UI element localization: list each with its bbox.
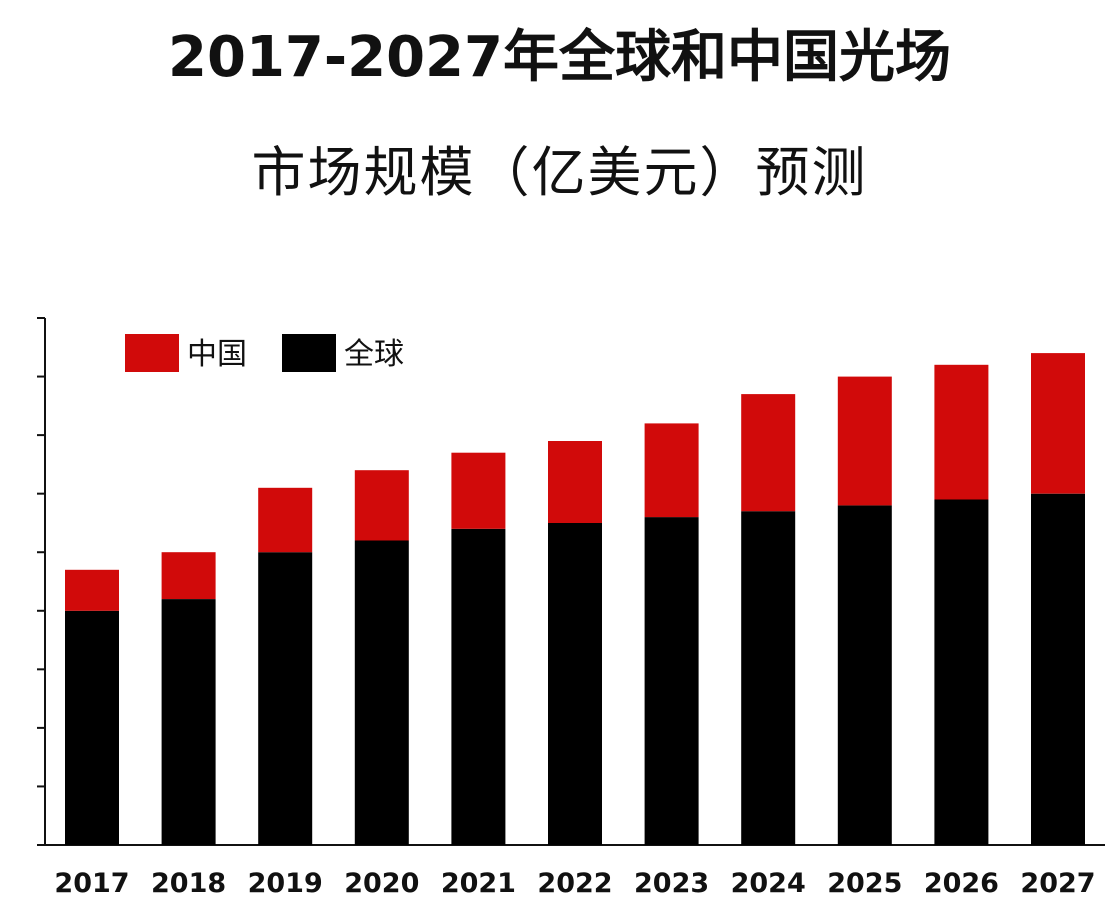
bar-global-2017 xyxy=(65,610,119,845)
legend-swatch-global xyxy=(282,334,336,372)
bar-china-2017 xyxy=(65,569,119,611)
bar-china-2021 xyxy=(451,452,506,529)
x-tick-label-2027: 2027 xyxy=(1020,868,1095,898)
x-tick-label-2018: 2018 xyxy=(151,868,226,898)
bar-global-2023 xyxy=(644,517,699,845)
bar-china-2026 xyxy=(934,364,989,500)
x-tick-label-2020: 2020 xyxy=(344,868,419,898)
x-tick-label-2025: 2025 xyxy=(827,868,902,898)
x-tick-label-2022: 2022 xyxy=(537,868,612,898)
x-tick-label-2024: 2024 xyxy=(731,868,806,898)
bar-global-2026 xyxy=(934,499,989,845)
bar-global-2024 xyxy=(741,511,796,845)
bar-china-2023 xyxy=(644,423,699,518)
chart-title-line-2: 市场规模（亿美元）预测 xyxy=(251,141,868,204)
bar-china-2020 xyxy=(354,470,409,541)
bar-group xyxy=(65,353,1085,845)
bar-global-2019 xyxy=(258,552,313,845)
bar-china-2027 xyxy=(1031,353,1085,494)
x-axis-labels: 2017 2018 2019 2020 2021 2022 2023 2024 2025 2026… xyxy=(54,868,1095,898)
x-tick-label-2017: 2017 xyxy=(54,868,129,898)
legend: 中国 全球 xyxy=(125,334,404,372)
legend-label-global: 全球 xyxy=(344,337,404,372)
bar-china-2018 xyxy=(161,552,216,599)
x-tick-label-2021: 2021 xyxy=(441,868,516,898)
bar-global-2020 xyxy=(354,540,409,845)
x-tick-label-2026: 2026 xyxy=(924,868,999,898)
bar-global-2027 xyxy=(1031,493,1085,845)
x-tick-label-2019: 2019 xyxy=(248,868,323,898)
bar-china-2019 xyxy=(258,487,313,553)
bar-global-2018 xyxy=(161,599,216,845)
bar-global-2025 xyxy=(837,505,892,845)
chart-title-line-1: 2017-2027年全球和中国光场 xyxy=(168,25,951,90)
x-tick-label-2023: 2023 xyxy=(634,868,709,898)
legend-swatch-china xyxy=(125,334,179,372)
bar-china-2025 xyxy=(837,376,892,506)
bar-global-2022 xyxy=(548,522,602,845)
bar-china-2022 xyxy=(548,441,602,523)
legend-label-china: 中国 xyxy=(187,337,247,372)
bar-global-2021 xyxy=(451,528,506,845)
bar-china-2024 xyxy=(741,394,796,512)
